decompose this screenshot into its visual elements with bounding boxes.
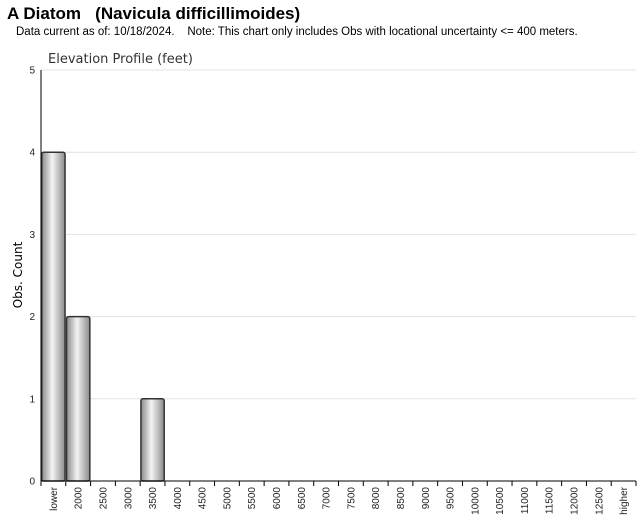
x-tick-label: 6500 xyxy=(297,487,308,510)
x-tick-label: 11000 xyxy=(520,487,531,515)
y-tick-label: 2 xyxy=(29,312,35,323)
x-tick-label: 7000 xyxy=(322,487,333,510)
x-tick-label: lower xyxy=(49,486,60,511)
y-tick-label: 0 xyxy=(29,477,35,488)
y-axis-label: Obs. Count xyxy=(11,241,25,308)
y-tick-label: 4 xyxy=(29,148,35,159)
x-tick-label: 8500 xyxy=(396,487,407,510)
x-tick-label: higher xyxy=(619,486,630,514)
x-tick-label: 3000 xyxy=(123,487,134,510)
y-tick-label: 1 xyxy=(29,394,35,405)
bar-3500 xyxy=(140,398,165,482)
bar-lower xyxy=(41,151,66,482)
x-tick-label: 9500 xyxy=(446,487,457,510)
axes xyxy=(40,70,637,486)
x-tick-label: 4500 xyxy=(198,487,209,510)
y-tick-labels: 0 1 2 3 4 5 xyxy=(29,66,35,488)
data-currency-note: Data current as of: 10/18/2024. Note: Th… xyxy=(16,26,578,38)
x-tick-label: 11500 xyxy=(545,487,556,515)
bars xyxy=(41,151,165,482)
x-tick-label: 2500 xyxy=(98,487,109,510)
page-title: A Diatom (Navicula difficillimoides) xyxy=(7,4,301,23)
x-tick-label: 8000 xyxy=(371,487,382,510)
x-tick-label: 5500 xyxy=(247,487,258,510)
x-tick-label: 12000 xyxy=(570,487,581,515)
x-tick-label: 2000 xyxy=(74,487,85,510)
x-tick-label: 12500 xyxy=(594,487,605,515)
x-tick-label: 10000 xyxy=(470,487,481,515)
x-tick-label: 7500 xyxy=(346,487,357,510)
x-tick-label: 10500 xyxy=(495,487,506,515)
x-tick-label: 6000 xyxy=(272,487,283,510)
y-tick-label: 3 xyxy=(29,230,35,241)
x-tick-label: 3500 xyxy=(148,487,159,510)
x-tick-label: 4000 xyxy=(173,487,184,510)
grid-lines xyxy=(41,69,636,400)
y-tick-label: 5 xyxy=(29,66,35,77)
x-tick-label: 9000 xyxy=(421,487,432,510)
x-tick-label: 5000 xyxy=(222,487,233,510)
chart-title: Elevation Profile (feet) xyxy=(48,52,193,67)
bar-2000 xyxy=(65,315,91,482)
x-tick-labels: lower 2000 2500 3000 3500 4000 4500 5000 5500 600… xyxy=(49,486,630,514)
